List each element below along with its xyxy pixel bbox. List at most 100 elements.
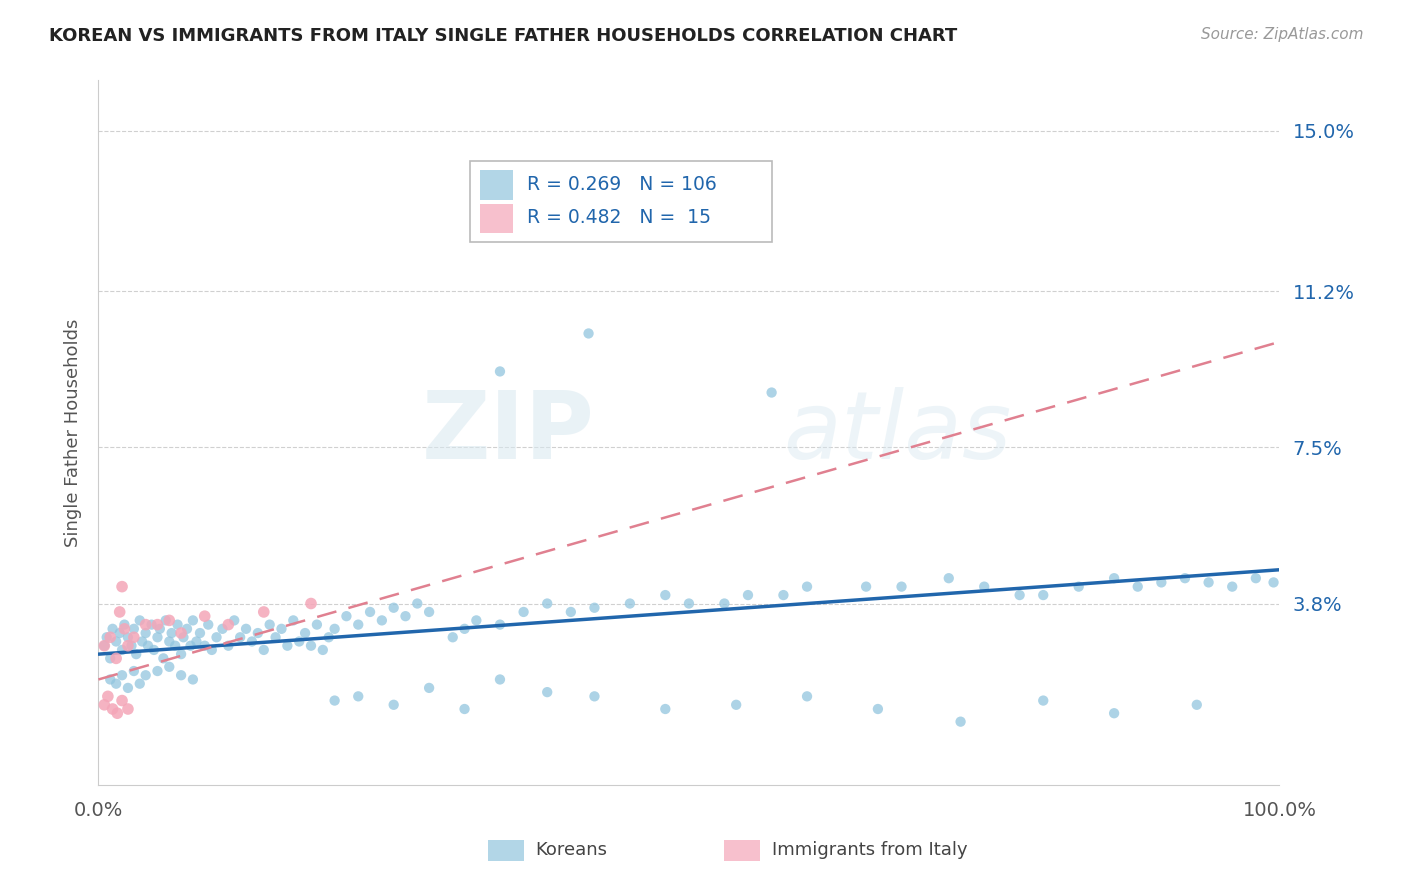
Text: R = 0.269   N = 106: R = 0.269 N = 106 — [527, 175, 717, 194]
Point — [1244, 571, 1267, 585]
Point — [205, 630, 228, 644]
Point — [194, 609, 217, 624]
Point — [761, 385, 783, 400]
Point — [122, 664, 145, 678]
Point — [211, 622, 233, 636]
Point — [678, 597, 700, 611]
Point — [382, 698, 405, 712]
Point — [725, 698, 748, 712]
Point — [489, 617, 512, 632]
Point — [1008, 588, 1031, 602]
Y-axis label: Single Father Households: Single Father Households — [63, 318, 82, 547]
Point — [229, 630, 252, 644]
Point — [796, 690, 818, 704]
Point — [93, 639, 115, 653]
Point — [394, 609, 416, 624]
Point — [1102, 571, 1125, 585]
Point — [1263, 575, 1285, 590]
Point — [1126, 580, 1149, 594]
Point — [283, 614, 305, 628]
Point — [536, 597, 558, 611]
Point — [371, 614, 394, 628]
Point — [253, 605, 276, 619]
Point — [146, 630, 169, 644]
Point — [347, 690, 370, 704]
Point — [111, 668, 134, 682]
Point — [111, 643, 134, 657]
Point — [866, 702, 889, 716]
Point — [197, 617, 219, 632]
Point — [359, 605, 381, 619]
Point — [938, 571, 960, 585]
Point — [418, 681, 440, 695]
Point — [194, 639, 217, 653]
Point — [165, 639, 187, 653]
Point — [170, 647, 193, 661]
Point — [1198, 575, 1220, 590]
Point — [489, 364, 512, 378]
Point — [536, 685, 558, 699]
Point — [98, 630, 121, 644]
Point — [172, 630, 194, 644]
Point — [152, 651, 174, 665]
Point — [1150, 575, 1173, 590]
Point — [453, 622, 475, 636]
Text: Source: ZipAtlas.com: Source: ZipAtlas.com — [1201, 27, 1364, 42]
Point — [288, 634, 311, 648]
Point — [135, 668, 157, 682]
Point — [157, 614, 180, 628]
Point — [318, 630, 340, 644]
Point — [142, 643, 165, 657]
Point — [149, 622, 172, 636]
Point — [146, 617, 169, 632]
Point — [489, 673, 512, 687]
Point — [157, 660, 180, 674]
Point — [170, 668, 193, 682]
Point — [382, 600, 405, 615]
Point — [1185, 698, 1208, 712]
Point — [235, 622, 257, 636]
Point — [512, 605, 534, 619]
Point — [97, 690, 120, 704]
Point — [217, 617, 239, 632]
Point — [101, 702, 124, 716]
Point — [583, 690, 606, 704]
Point — [122, 622, 145, 636]
Text: atlas: atlas — [783, 387, 1012, 478]
Text: R = 0.482   N =  15: R = 0.482 N = 15 — [527, 208, 711, 227]
Text: Immigrants from Italy: Immigrants from Italy — [772, 841, 967, 860]
FancyBboxPatch shape — [488, 840, 523, 861]
Point — [1067, 580, 1090, 594]
Point — [299, 639, 322, 653]
Point — [108, 626, 131, 640]
Point — [111, 693, 134, 707]
FancyBboxPatch shape — [479, 170, 513, 200]
Point — [406, 597, 429, 611]
Point — [128, 614, 150, 628]
Point — [855, 580, 877, 594]
Point — [117, 630, 139, 644]
Point — [136, 639, 159, 653]
Point — [93, 639, 115, 653]
Point — [188, 626, 211, 640]
Point — [619, 597, 641, 611]
Point — [217, 639, 239, 653]
Point — [201, 643, 224, 657]
Point — [1220, 580, 1243, 594]
Point — [112, 622, 135, 636]
Point — [1102, 706, 1125, 721]
Point — [323, 693, 346, 707]
Point — [186, 634, 208, 648]
Point — [166, 617, 188, 632]
Point — [155, 614, 177, 628]
Point — [253, 643, 276, 657]
Point — [146, 664, 169, 678]
Point — [441, 630, 464, 644]
Point — [312, 643, 335, 657]
Point — [117, 639, 139, 653]
Point — [111, 580, 134, 594]
Point — [560, 605, 582, 619]
Point — [157, 634, 180, 648]
Point — [465, 614, 488, 628]
FancyBboxPatch shape — [471, 161, 772, 243]
